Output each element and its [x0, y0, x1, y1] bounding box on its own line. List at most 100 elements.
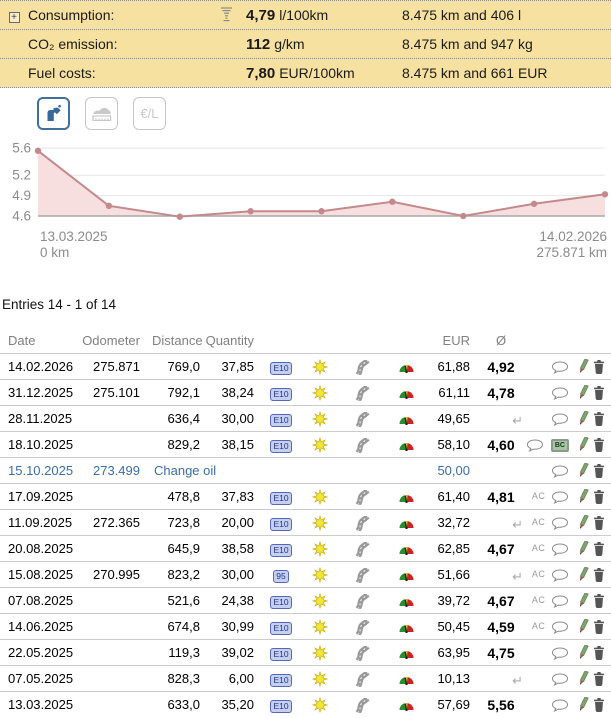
entry-average-consumption: 4,59: [487, 618, 515, 635]
tab-fuel-price[interactable]: €/L: [133, 97, 166, 130]
fuel-costs-total: 8.475 km and 661 EUR: [402, 65, 548, 81]
edit-icon[interactable]: [577, 383, 593, 399]
air-conditioning-label: AC: [531, 620, 546, 631]
edit-icon[interactable]: [577, 617, 593, 633]
edit-icon[interactable]: [577, 357, 593, 373]
edit-icon[interactable]: [577, 409, 593, 425]
entry-odometer: [80, 535, 152, 562]
entry-distance: 478,8: [152, 483, 204, 510]
entry-cost: 51,66: [428, 561, 476, 588]
expand-icon[interactable]: +: [8, 12, 20, 23]
edit-icon[interactable]: [577, 643, 593, 659]
entry-quantity: 24,38: [204, 587, 262, 614]
entry-date: 11.09.2025: [0, 509, 80, 536]
comment-icon[interactable]: [551, 385, 569, 401]
delete-icon[interactable]: [593, 436, 605, 452]
road-icon: [354, 617, 371, 637]
entry-quantity: 30,00: [204, 561, 262, 588]
sun-icon: [311, 644, 329, 661]
entry-date: 20.08.2025: [0, 535, 80, 562]
entry-odometer: 272.365: [80, 509, 152, 536]
driving-style-gauge-icon: [399, 359, 414, 374]
comment-icon[interactable]: [551, 671, 569, 687]
comment-icon[interactable]: [551, 411, 569, 427]
delete-icon[interactable]: [593, 696, 605, 713]
edit-icon[interactable]: [577, 435, 593, 451]
air-conditioning-label: AC: [531, 542, 546, 553]
entry-average-consumption: 4,60: [487, 436, 515, 453]
delete-icon[interactable]: [593, 488, 605, 504]
entry-date: 07.05.2025: [0, 665, 80, 692]
delete-icon[interactable]: [593, 592, 605, 608]
consumption-label: Consumption:: [28, 7, 115, 23]
driving-style-gauge-icon: [399, 489, 414, 504]
entry-odometer: [80, 665, 152, 692]
entries-count: Entries 14 - 1 of 14: [2, 297, 117, 312]
tab-fuel-consumption[interactable]: [37, 97, 70, 130]
partial-fillup-icon: ↵: [512, 673, 523, 688]
entry-cost: 39,72: [428, 587, 476, 614]
x-axis-start-label: 13.03.2025 0 km: [40, 229, 108, 260]
entry-quantity: 30,99: [204, 613, 262, 640]
delete-icon[interactable]: [593, 644, 605, 660]
delete-icon[interactable]: [593, 358, 605, 374]
comment-icon[interactable]: [551, 541, 569, 557]
edit-icon[interactable]: [577, 513, 593, 529]
fuel-type-badge: E10: [270, 439, 292, 453]
fuel-type-badge: 95: [273, 569, 289, 583]
entry-distance: 636,4: [152, 405, 204, 432]
comment-icon[interactable]: [551, 697, 569, 713]
comment-icon[interactable]: [551, 567, 569, 583]
edit-icon[interactable]: [577, 591, 593, 607]
comment-icon[interactable]: [551, 359, 569, 375]
table-row: 11.09.2025 272.365 723,8 20,00 E10: [0, 509, 611, 536]
entry-distance: 674,8: [152, 613, 204, 640]
delete-icon[interactable]: [593, 462, 605, 478]
delete-icon[interactable]: [593, 618, 605, 634]
edit-icon[interactable]: [577, 487, 593, 503]
edit-icon[interactable]: [577, 539, 593, 555]
delete-icon[interactable]: [593, 514, 605, 530]
road-icon: [354, 357, 371, 377]
delete-icon[interactable]: [593, 670, 605, 686]
entry-date: 14.02.2026: [0, 353, 80, 380]
driving-style-gauge-icon: [399, 437, 414, 452]
delete-icon[interactable]: [593, 540, 605, 556]
entry-date: 15.10.2025: [0, 457, 80, 484]
delete-icon[interactable]: [593, 410, 605, 426]
driving-style-gauge-icon: [399, 619, 414, 634]
table-row: 22.05.2025 119,3 39,02 E10: [0, 639, 611, 666]
entry-quantity: 38,24: [204, 379, 262, 406]
delete-icon[interactable]: [593, 566, 605, 582]
driving-style-gauge-icon: [399, 541, 414, 556]
sun-icon: [311, 358, 329, 375]
entry-average-consumption: 4,81: [487, 488, 515, 505]
entry-quantity: 6,00: [204, 665, 262, 692]
comment-icon[interactable]: [551, 619, 569, 635]
entry-average-consumption: 4,92: [487, 358, 515, 375]
edit-icon[interactable]: [577, 696, 593, 711]
entry-odometer: 275.871: [80, 353, 152, 380]
delete-icon[interactable]: [593, 384, 605, 400]
entry-quantity: 20,00: [204, 509, 262, 536]
table-row: 15.08.2025 270.995 823,2 30,00 95: [0, 561, 611, 588]
chart-x-axis: 13.03.2025 0 km 14.02.2026 275.871 km: [40, 229, 607, 261]
entry-odometer: [80, 613, 152, 640]
comment-icon[interactable]: [551, 463, 569, 479]
entry-distance: 792,1: [152, 379, 204, 406]
comment-icon[interactable]: [551, 645, 569, 661]
comment-icon[interactable]: [551, 489, 569, 505]
tab-distance[interactable]: [85, 97, 118, 130]
comment-icon[interactable]: [551, 515, 569, 531]
sun-icon: [311, 566, 329, 583]
entry-distance: Change oil: [152, 457, 216, 484]
comment-icon[interactable]: [526, 437, 548, 453]
entry-distance: 829,2: [152, 431, 204, 458]
comment-icon[interactable]: [551, 593, 569, 609]
table-row: 15.10.2025 273.499 Change oil: [0, 457, 611, 484]
edit-icon[interactable]: [577, 461, 593, 477]
driving-style-gauge-icon: [399, 567, 414, 582]
x-axis-end-label: 14.02.2026 275.871 km: [536, 229, 607, 260]
edit-icon[interactable]: [577, 565, 593, 581]
edit-icon[interactable]: [577, 669, 593, 685]
